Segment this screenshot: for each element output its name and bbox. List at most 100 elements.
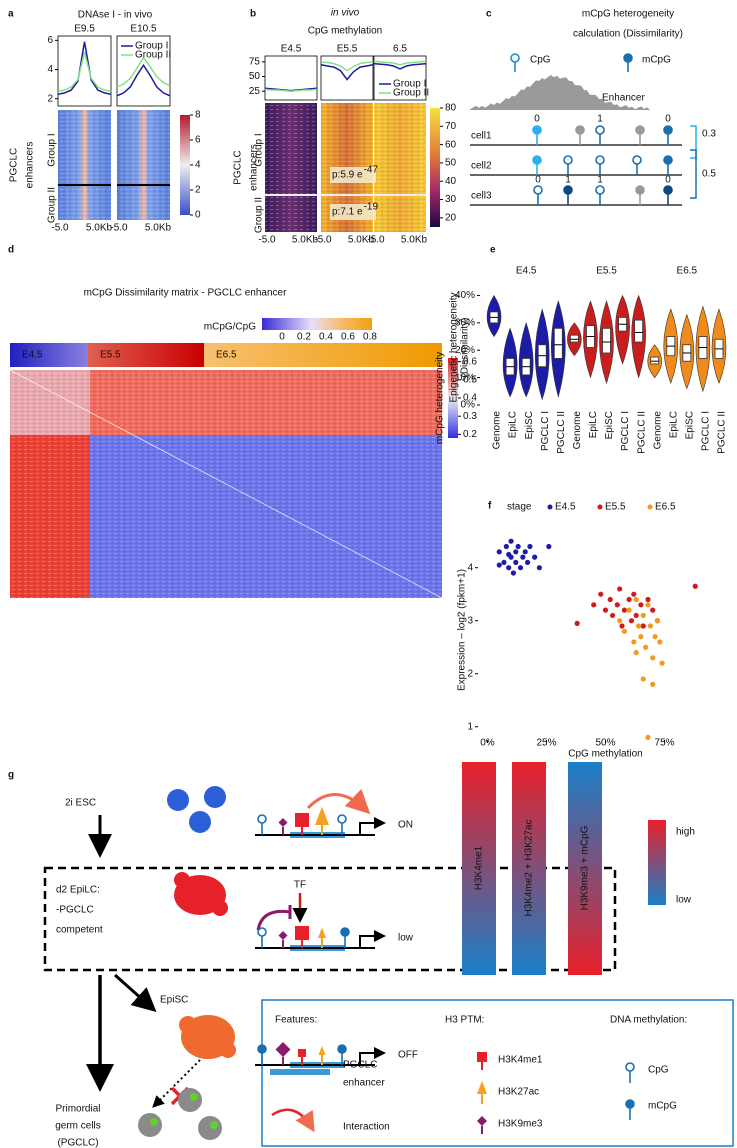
point	[633, 649, 639, 656]
y-tick-label: 4	[47, 64, 53, 75]
colorbar-tick-label: 0.2	[297, 332, 311, 343]
y-tick-label: 3	[467, 615, 473, 626]
h3k9me3	[278, 931, 288, 940]
point	[650, 607, 656, 613]
x-tick-label: PGCLC II	[636, 411, 647, 454]
stage-bar	[204, 343, 442, 367]
colorbar	[430, 108, 440, 227]
h3k27ac	[315, 806, 329, 825]
colorbar-tick-label: 0.8	[363, 332, 377, 343]
colorbar-tick-label: 0.6	[463, 356, 477, 367]
stage-label: -PGCLC	[56, 905, 94, 916]
y-tick-label: 2	[47, 93, 53, 104]
panel-label: b	[250, 9, 256, 20]
colorbar-tick-label: 2	[195, 185, 201, 196]
point	[503, 543, 509, 550]
y-tick-label: 4	[467, 562, 473, 573]
panel-label: e	[490, 245, 496, 256]
tf-label: TF	[294, 880, 306, 891]
interaction	[306, 788, 371, 815]
profile-line	[116, 63, 171, 97]
mcpg	[625, 1099, 635, 1109]
legend-label: Group I	[393, 79, 426, 90]
panel-label: c	[486, 9, 492, 20]
legend-label: E6.5	[655, 502, 676, 513]
y-tick-label: 10%	[455, 372, 475, 383]
cpg-site	[563, 155, 573, 165]
panel-title: E4.5	[281, 44, 302, 55]
point	[617, 618, 623, 624]
x-tick-label: EpiLC	[668, 411, 679, 438]
colorbar-tick-label: 0.6	[341, 332, 355, 343]
x-tick-label: 5.0Kb	[348, 235, 375, 246]
point	[643, 644, 649, 650]
group-label: Group II	[47, 187, 58, 223]
x-tick-label: EpiSC	[684, 411, 695, 439]
esc-cells	[167, 786, 226, 833]
legend-title: H3 PTM:	[445, 1015, 484, 1026]
y-label: Expression – log2 (fpkm+1)	[457, 569, 468, 691]
cell-label: cell2	[471, 161, 492, 172]
dashed-box	[43, 866, 617, 972]
colorbar-tick-label: 60	[445, 139, 457, 150]
y-tick-label: 25	[249, 86, 261, 97]
scale-label: high	[676, 827, 695, 838]
h3k4me1	[477, 1052, 487, 1062]
dissimilarity-value: 0.3	[702, 129, 716, 140]
y-label: enhancers	[25, 142, 36, 189]
point	[602, 607, 609, 613]
cpg-site	[632, 155, 642, 165]
promoter	[359, 1047, 386, 1065]
x-tick-label: 0%	[480, 738, 495, 749]
colorbar-tick-label: 40	[445, 176, 457, 187]
y-tick-label: 1	[467, 721, 473, 732]
point	[513, 549, 519, 555]
enhancer-label: Enhancer	[602, 93, 645, 104]
y-tick-label: 50	[249, 71, 261, 82]
point	[619, 623, 625, 629]
x-tick-label: PGCLC II	[556, 411, 567, 454]
legend-swatch	[647, 504, 653, 510]
legend-label: mCpG	[648, 1101, 677, 1112]
point	[638, 634, 644, 640]
interaction	[271, 1108, 315, 1133]
x-tick-label: -5.0	[367, 235, 385, 246]
x-tick-label: 75%	[655, 738, 675, 749]
x-tick-label: EpiLC	[508, 411, 519, 438]
profile-line	[57, 51, 112, 93]
point	[508, 538, 514, 544]
colorbar-tick-label: 80	[445, 103, 457, 114]
group-label: Group I	[254, 133, 265, 166]
point	[574, 620, 580, 626]
x-tick-label: PGCLC I	[701, 411, 712, 451]
box	[553, 327, 563, 359]
enhancer-profile	[470, 75, 650, 110]
cell-label: cell1	[471, 131, 492, 142]
h3k9me3	[477, 1116, 487, 1126]
cpg-icon	[510, 53, 520, 63]
legend-swatch	[597, 504, 603, 510]
point	[506, 551, 512, 558]
point	[522, 549, 528, 555]
colorbar-tick-label: 0.2	[463, 429, 477, 440]
y-tick-label: 0%	[461, 400, 476, 411]
legend-swatch	[547, 504, 553, 510]
panel-label: d	[8, 245, 14, 256]
legend-title: Features:	[275, 1015, 317, 1026]
p-value: p:5.9 e	[332, 170, 363, 181]
point	[645, 734, 651, 740]
y-label: PGCLC	[233, 150, 244, 184]
x-tick-label: 25%	[536, 738, 556, 749]
colorbar-tick-label: 0.5	[463, 374, 477, 385]
bar-label: H3K9me3 + mCpG	[580, 825, 591, 910]
point	[626, 596, 632, 603]
point	[650, 681, 656, 687]
legend-label: Group I	[135, 41, 168, 52]
x-tick-label: Genome	[572, 411, 583, 450]
promoter	[359, 930, 386, 948]
point	[650, 655, 656, 661]
stage-label: E4.5	[516, 266, 537, 277]
stage-label: Primordial	[55, 1104, 100, 1115]
point	[626, 607, 632, 613]
panel-title: E10.5	[130, 24, 157, 35]
